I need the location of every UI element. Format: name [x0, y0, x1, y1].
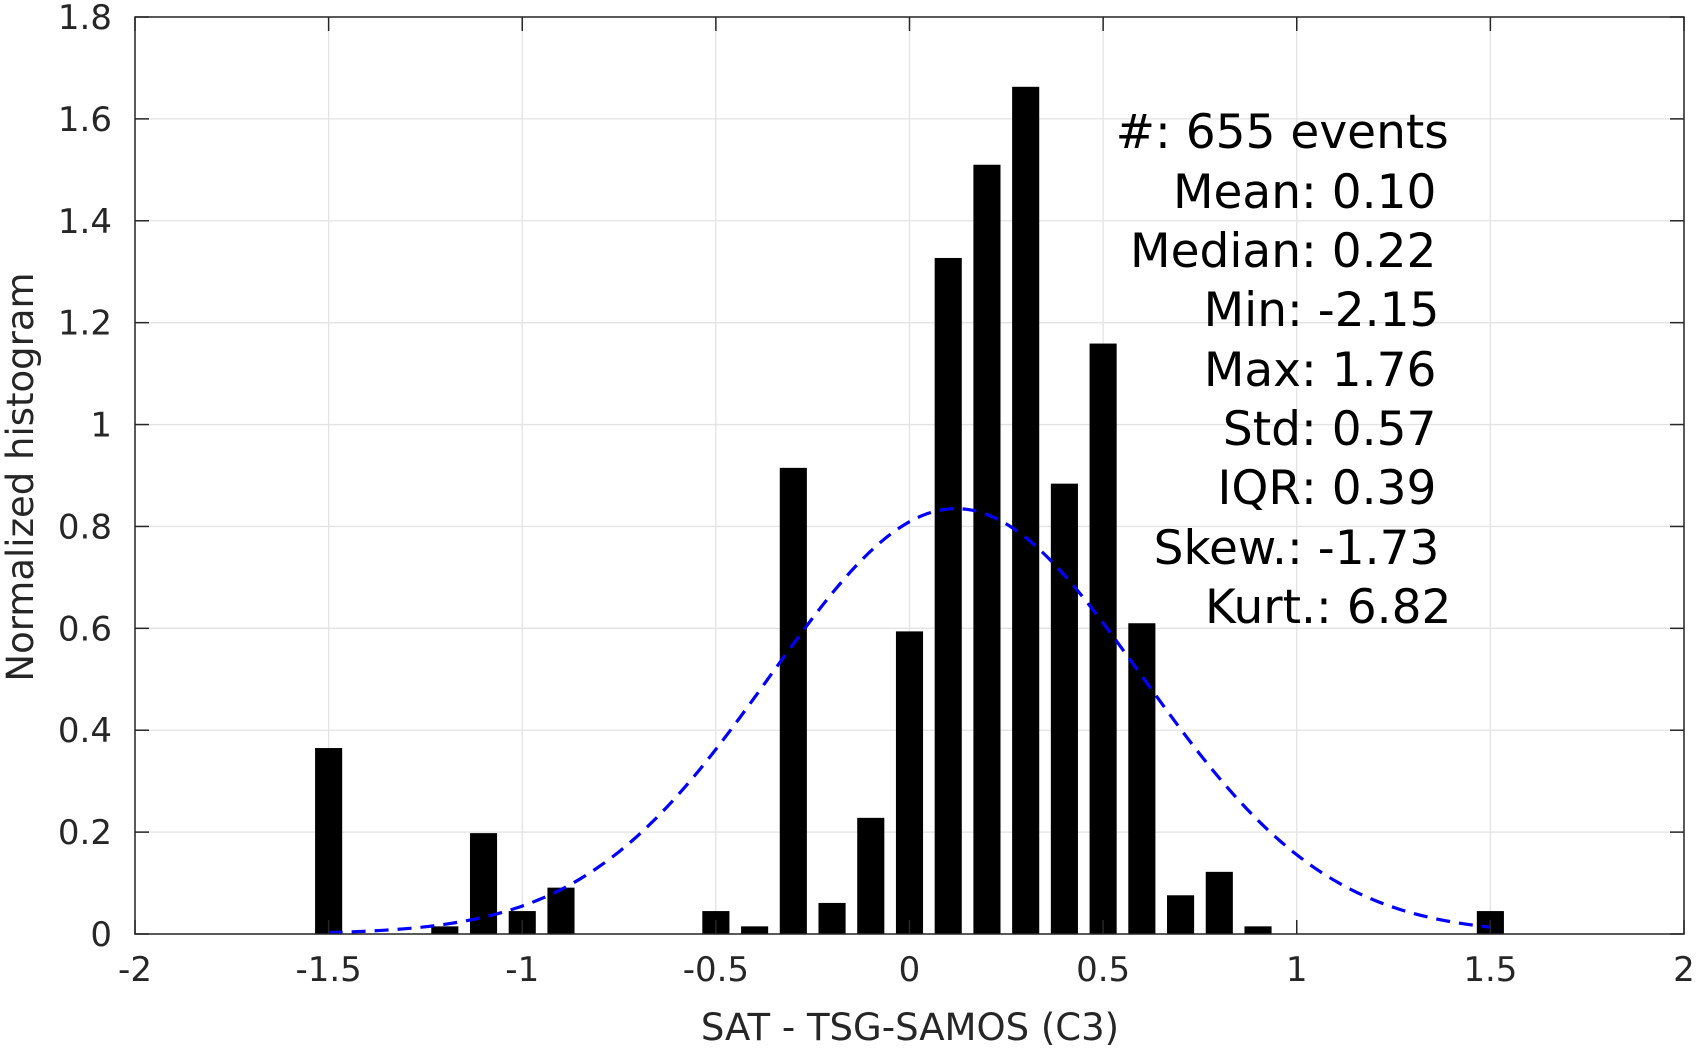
histogram-bar — [973, 164, 1001, 934]
histogram-bar — [857, 817, 885, 934]
stats-value: : 0.39 — [1301, 461, 1436, 516]
y-tick-label: 0.8 — [58, 507, 112, 547]
stats-label: # — [1116, 105, 1155, 160]
stats-value: : 0.57 — [1301, 402, 1436, 457]
y-tick-label: 0.6 — [58, 609, 112, 649]
y-tick-label: 1.6 — [58, 100, 112, 140]
stats-label: Median — [1130, 224, 1301, 279]
histogram-bar — [547, 887, 575, 934]
histogram-bar — [741, 926, 769, 934]
stats-label: Kurt. — [1205, 580, 1316, 635]
stats-value: : 6.82 — [1316, 580, 1451, 635]
y-tick-label: 0.2 — [58, 813, 112, 853]
x-tick-label: -1.5 — [295, 950, 361, 990]
stats-row: Std — [1223, 402, 1301, 457]
stats-row: # — [1116, 105, 1155, 160]
stats-value: : -1.73 — [1287, 521, 1439, 576]
y-tick-labels: 0 0.2 0.4 0.6 0.8 1 1.2 1.4 1.6 1.8 — [58, 0, 112, 955]
stats-label: Std — [1223, 402, 1301, 457]
stats-value: : -2.15 — [1287, 283, 1439, 338]
stats-annotation: # Mean Median Min Max Std IQR Skew. Kurt… — [1116, 105, 1452, 635]
histogram-bar — [1128, 623, 1156, 934]
y-tick-label: 1.8 — [58, 0, 112, 38]
y-tick-label: 0 — [90, 915, 112, 955]
stats-row: IQR — [1217, 461, 1301, 516]
y-tick-label: 1 — [90, 406, 112, 446]
axes — [134, 16, 1685, 935]
stats-value: : 0.10 — [1301, 165, 1436, 220]
histogram-bar — [1167, 895, 1195, 934]
x-tick-label: -2 — [118, 950, 152, 990]
histogram-bar — [895, 631, 924, 934]
histogram-bar — [1050, 483, 1078, 934]
stats-row: Mean — [1173, 165, 1301, 220]
x-tick-labels: -2 -1.5 -1 -0.5 0 0.5 1 1.5 2 — [118, 950, 1695, 990]
stats-row: Max — [1204, 343, 1301, 398]
x-tick-label: -0.5 — [683, 950, 749, 990]
histogram-bar — [934, 257, 962, 934]
histogram-bar — [1205, 871, 1233, 934]
normal-fit-curve — [328, 507, 1491, 935]
stats-row: Min — [1204, 283, 1287, 338]
y-tick-label: 1.2 — [58, 304, 112, 344]
stats-label: IQR — [1217, 461, 1301, 516]
stats-value: : 0.22 — [1301, 224, 1436, 279]
stats-label: Skew. — [1154, 521, 1287, 576]
histogram-bar — [469, 833, 498, 934]
histogram-bar — [1244, 926, 1272, 934]
stats-value: : 1.76 — [1301, 343, 1436, 398]
x-tick-label: 2 — [1673, 950, 1695, 990]
stats-row: Median — [1130, 224, 1301, 279]
stats-label: Max — [1204, 343, 1301, 398]
stats-row: Skew. — [1154, 521, 1287, 576]
x-tick-label: 1.5 — [1463, 950, 1517, 990]
x-tick-label: 0.5 — [1076, 950, 1130, 990]
histogram-bars — [315, 86, 1504, 935]
y-tick-label: 0.4 — [58, 711, 112, 751]
histogram-bar — [315, 748, 343, 934]
y-tick-label: 1.4 — [58, 202, 112, 242]
histogram-bar — [1089, 343, 1117, 934]
x-tick-label: 1 — [1286, 950, 1308, 990]
stats-label: Mean — [1173, 165, 1301, 220]
histogram-bar — [1012, 86, 1040, 935]
y-axis-label: Normalized histogram — [0, 272, 42, 681]
x-tick-label: 0 — [899, 950, 921, 990]
histogram-bar — [431, 926, 459, 934]
x-axis-label: SAT - TSG-SAMOS (C3) — [701, 1006, 1119, 1049]
stats-label: Min — [1204, 283, 1287, 338]
histogram-bar — [818, 902, 846, 934]
histogram-bar — [779, 467, 807, 934]
stats-value: : 655 events — [1155, 105, 1449, 160]
stats-row: Kurt. — [1205, 580, 1316, 635]
x-tick-label: -1 — [505, 950, 539, 990]
